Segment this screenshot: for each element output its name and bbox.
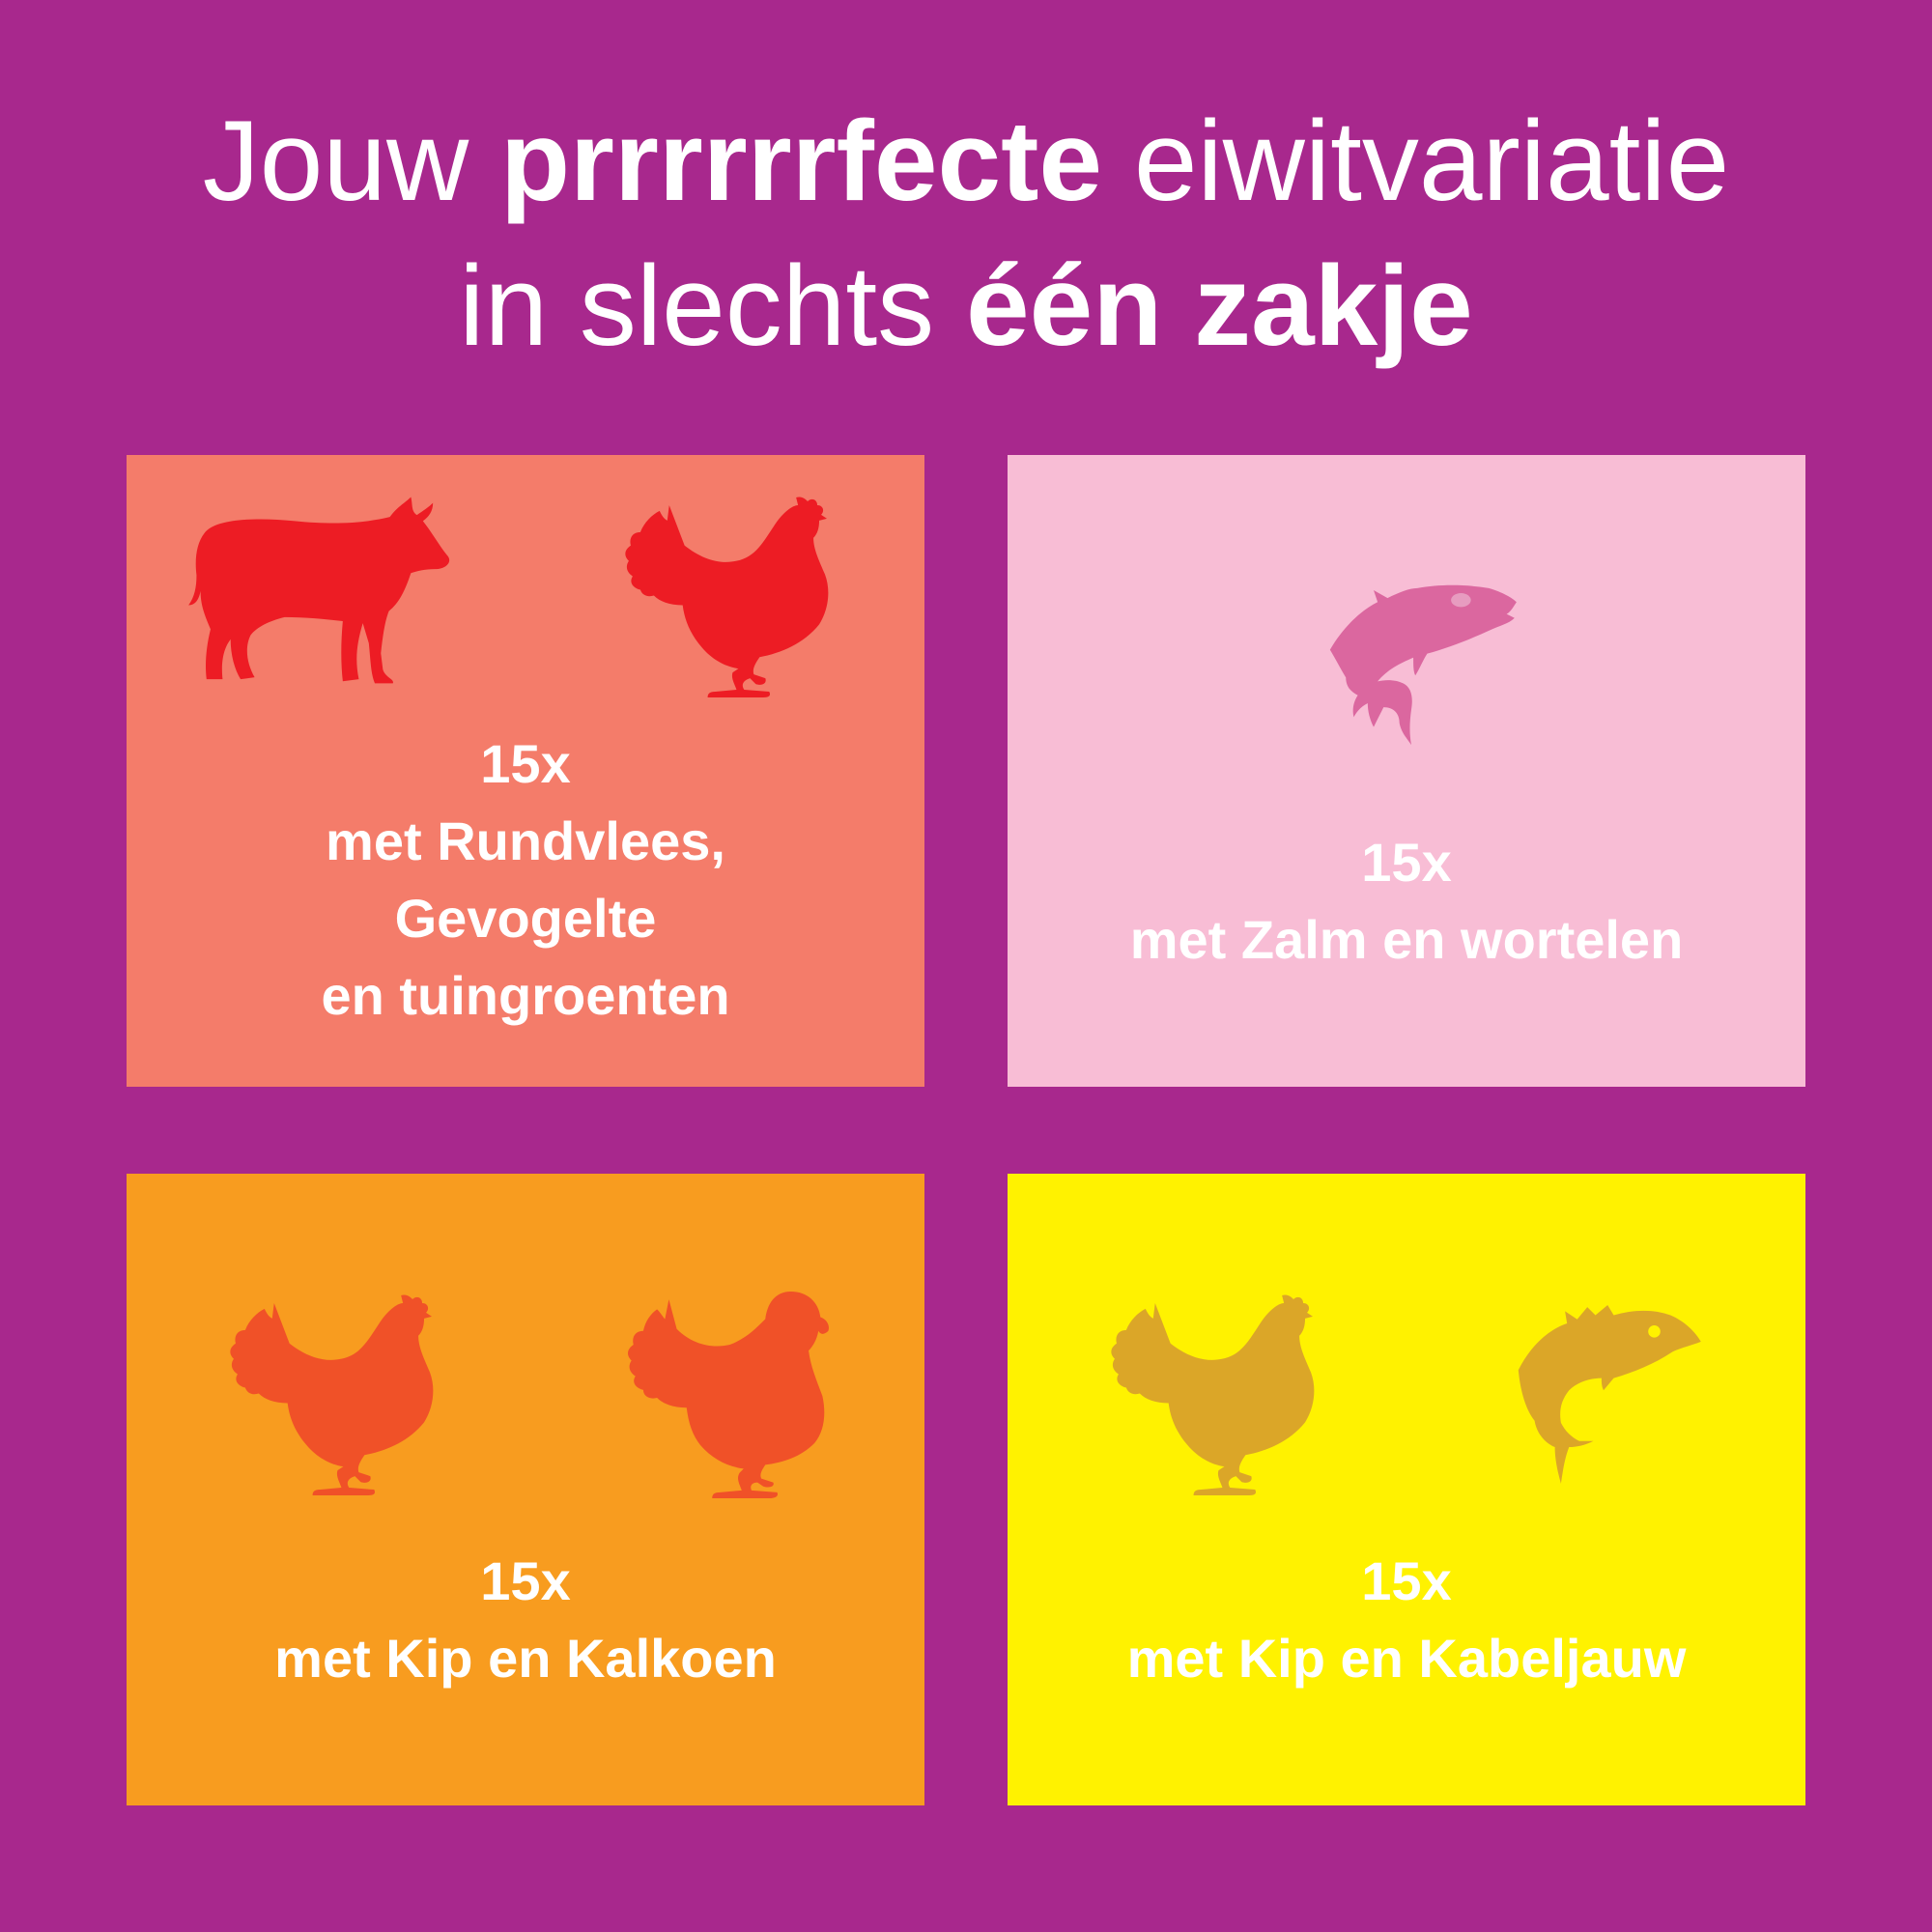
card-line: met Kip en Kalkoen (274, 1628, 777, 1689)
headline-line-2: in slechts één zakje (459, 242, 1473, 370)
variety-card-salmon: 15x met Zalm en wortelen (1008, 455, 1805, 1087)
variety-card-chicken-cod: 15x met Kip en Kabeljauw (1008, 1174, 1805, 1805)
card-line: en tuingroenten (321, 965, 730, 1026)
chicken-icon (1111, 1294, 1315, 1496)
card-caption: 15x met Rundvlees, Gevogelte en tuingroe… (127, 725, 924, 1035)
card-line: Gevogelte (394, 888, 657, 949)
salmon-icon (1329, 584, 1517, 746)
cow-icon (188, 497, 450, 684)
card-caption: 15x met Kip en Kalkoen (127, 1543, 924, 1697)
card-line: met Kip en Kabeljauw (1126, 1628, 1687, 1689)
variety-card-beef-poultry: 15x met Rundvlees, Gevogelte en tuingroe… (127, 455, 924, 1087)
cod-icon (1518, 1305, 1701, 1484)
card-line: met Zalm en wortelen (1129, 909, 1684, 970)
chicken-icon (230, 1294, 434, 1496)
chicken-icon (625, 497, 829, 698)
card-caption: 15x met Kip en Kabeljauw (1008, 1543, 1805, 1697)
card-line: met Rundvlees, (326, 810, 725, 871)
card-caption: 15x met Zalm en wortelen (1008, 824, 1805, 979)
variety-card-chicken-turkey: 15x met Kip en Kalkoen (127, 1174, 924, 1805)
headline: Jouw prrrrrrfecte eiwitvariatie in slech… (0, 89, 1932, 379)
card-count: 15x (1361, 1550, 1452, 1611)
turkey-icon (628, 1292, 829, 1498)
card-count: 15x (480, 1550, 571, 1611)
card-count: 15x (480, 733, 571, 794)
card-count: 15x (1361, 832, 1452, 893)
headline-line-1: Jouw prrrrrrfecte eiwitvariatie (202, 98, 1730, 225)
